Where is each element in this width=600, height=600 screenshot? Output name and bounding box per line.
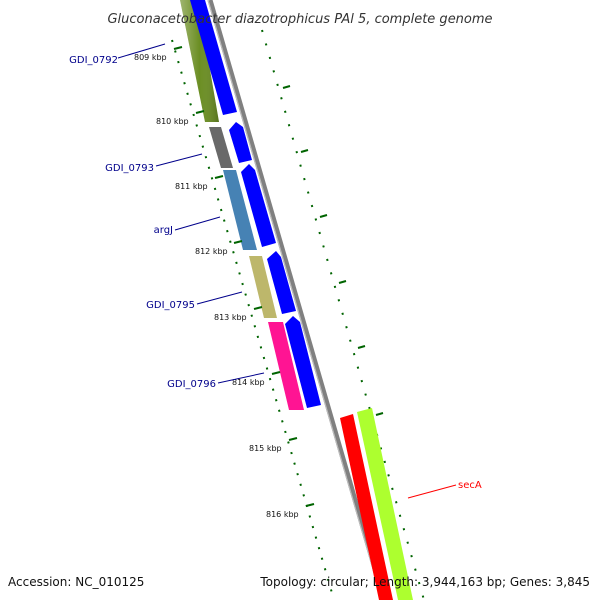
tick-mark-outer [214,175,224,179]
tick-mark-inner [357,345,366,349]
tick-mark-inner [375,412,384,416]
backbone-ring [207,0,387,600]
gene-label-GDI_0795[interactable]: GDI_0795 [146,300,195,311]
gene-block-GDI_0793[interactable] [209,127,233,168]
tick-label-813: 813 kbp [214,313,247,322]
map-title: Gluconacetobacter diazotrophicus PAl 5, … [107,12,492,27]
tick-mark-outer [233,240,243,244]
cds-arrow-GDI_0793[interactable] [229,122,252,163]
inner-tick-track [261,29,425,600]
gene-block-GDI_0796[interactable] [268,322,304,410]
leader-GDI_0792 [117,43,166,59]
tick-mark-outer [288,437,298,441]
tick-label-809: 809 kbp [134,53,167,62]
tick-mark-inner [300,149,309,153]
tick-mark-inner [282,85,291,89]
leader-GDI_0796 [217,372,265,384]
tick-label-811: 811 kbp [175,182,208,191]
gene-block-secA[interactable] [340,414,393,600]
cds-arrow-argJ[interactable] [241,164,276,247]
tick-label-814: 814 kbp [232,378,265,387]
accession-text: Accession: NC_010125 [8,575,144,589]
cds-arrow-GDI_0796[interactable] [285,316,321,408]
cds-arrow-GDI_0792[interactable] [190,0,237,115]
tick-mark-inner [319,214,328,218]
outer-tick-track [171,39,335,600]
gene-label-argJ[interactable]: argJ [154,225,173,236]
gene-track [180,0,393,600]
gene-block-GDI_0795[interactable] [249,256,277,318]
genome-summary-text: Topology: circular; Length: 3,944,163 bp… [259,575,590,589]
leader-secA [407,484,457,499]
gene-label-secA[interactable]: secA [458,480,482,491]
cds-track [190,0,413,600]
tick-label-812: 812 kbp [195,247,228,256]
cds-arrow-secA[interactable] [357,408,413,600]
tick-mark-inner [338,280,347,284]
gene-label-GDI_0792[interactable]: GDI_0792 [69,55,118,66]
tick-mark-outer [195,110,205,114]
tick-label-816: 816 kbp [266,510,299,519]
gene-label-GDI_0796[interactable]: GDI_0796 [167,379,216,390]
gene-block-argJ[interactable] [223,170,257,250]
cds-arrow-GDI_0795[interactable] [267,251,296,314]
backbone-ring-highlight [207,0,383,600]
leader-argJ [174,216,221,231]
gene-label-GDI_0793[interactable]: GDI_0793 [105,163,154,174]
tick-mark-outer [173,46,183,50]
tick-label-810: 810 kbp [156,117,189,126]
tick-mark-outer [271,371,281,375]
tick-label-815: 815 kbp [249,444,282,453]
tick-mark-outer [305,503,315,507]
leader-GDI_0793 [155,153,203,167]
gene-block-shading [180,0,219,122]
tick-mark-outer [253,306,263,310]
leader-GDI_0795 [196,291,243,305]
